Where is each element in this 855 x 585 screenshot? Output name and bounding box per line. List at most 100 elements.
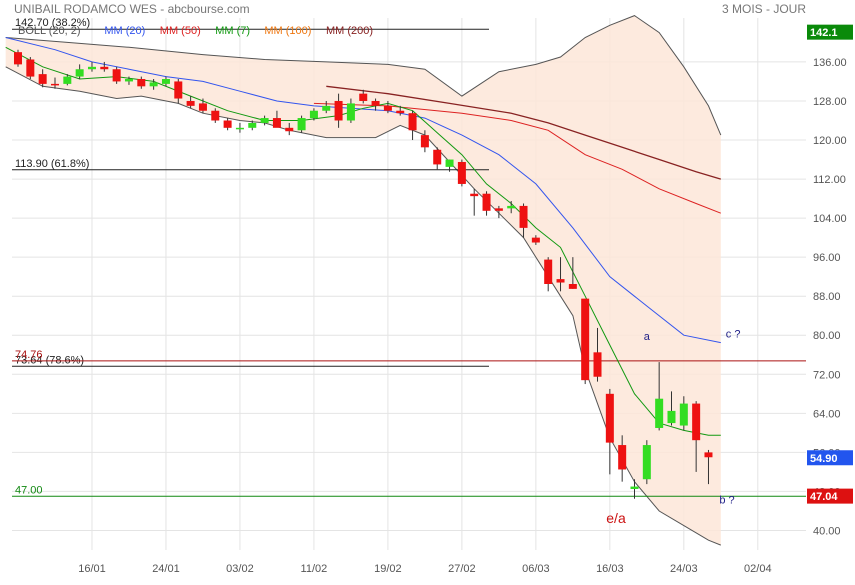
candle-body (359, 93, 368, 101)
candle (396, 105, 405, 116)
candle (248, 120, 257, 131)
candle-body (75, 69, 84, 77)
candle-body (507, 205, 516, 209)
candle-body (124, 79, 133, 82)
candle-body (100, 66, 109, 70)
candle-body (223, 120, 232, 128)
candle-body (396, 110, 405, 114)
candle-body (655, 398, 664, 428)
candle-body (137, 79, 146, 87)
candle-body (593, 352, 602, 377)
candle (556, 257, 565, 292)
candle-body (568, 284, 577, 289)
candle-body (445, 159, 454, 167)
candle (704, 449, 713, 485)
candle (260, 115, 269, 126)
reference-line-label: 142.70 (38.2%) (15, 17, 90, 29)
price-badge-label: 142.1 (810, 27, 838, 39)
candle (470, 188, 479, 216)
y-tick-label: 112.00 (813, 174, 846, 186)
mm200-line (326, 85, 721, 180)
candle (50, 77, 59, 89)
candle (655, 362, 664, 431)
x-tick-label: 11/02 (301, 563, 328, 575)
legend-entry: BOLL (20, 2) (18, 25, 81, 37)
y-tick-label: 88.00 (813, 291, 841, 303)
bollinger-fill (5, 15, 721, 546)
candle-body (605, 393, 614, 443)
candle-body (334, 100, 343, 121)
y-tick-label: 104.00 (813, 213, 847, 225)
x-tick-label: 24/03 (670, 563, 698, 575)
candle (618, 435, 627, 482)
candle-body (470, 193, 479, 197)
candle (63, 74, 72, 86)
x-tick-label: 03/02 (226, 563, 254, 575)
candles-layer (14, 49, 713, 499)
candle (235, 122, 244, 133)
period-label: 3 MOIS - JOUR (722, 2, 806, 16)
legend-entry: MM (20) (104, 25, 145, 37)
candle-body (322, 105, 331, 111)
candle (568, 257, 577, 289)
candle (593, 327, 602, 382)
candle (149, 79, 158, 90)
candle (137, 76, 146, 89)
legend-entry: MM (7) (215, 25, 250, 37)
candle (507, 201, 516, 214)
axis-layer: 40.0048.0056.0064.0072.0080.0088.0096.00… (78, 57, 846, 575)
candle (26, 57, 35, 80)
candle (198, 98, 207, 114)
price-badge-label: 54.90 (810, 453, 838, 465)
candle (161, 76, 170, 87)
mm20-line (5, 37, 721, 344)
candle (272, 110, 281, 128)
price-badge (807, 24, 853, 40)
y-tick-label: 120.00 (813, 135, 847, 147)
x-tick-label: 24/01 (152, 563, 180, 575)
candle-body (174, 81, 183, 99)
price-badge (807, 450, 853, 466)
price-badge-label: 47.04 (810, 491, 838, 503)
reference-line-label: 47.00 (15, 484, 43, 496)
candle-body (87, 66, 96, 70)
candle (38, 69, 47, 88)
y-tick-label: 64.00 (813, 408, 841, 420)
candle (124, 76, 133, 85)
candle-body (260, 118, 269, 123)
y-tick-label: 80.00 (813, 330, 841, 342)
candle-body (457, 161, 466, 184)
x-tick-label: 02/04 (744, 563, 772, 575)
candle (87, 61, 96, 72)
candle-body (26, 59, 35, 77)
candle (223, 118, 232, 131)
reference-line-label: 74.76 (15, 349, 43, 361)
candle-body (383, 105, 392, 111)
candle-body (420, 135, 429, 148)
x-tick-label: 16/03 (596, 563, 624, 575)
candle (334, 93, 343, 128)
candle (309, 108, 318, 121)
candle-body (50, 83, 59, 86)
x-tick-label: 27/02 (448, 563, 476, 575)
candle-body (309, 110, 318, 119)
candle-body (235, 127, 244, 130)
horizontal-lines-layer: 142.70 (38.2%) 113.90 (61.8%) 73.64 (78.6%… (12, 17, 806, 497)
y-tick-label: 72.00 (813, 369, 841, 381)
candle (100, 61, 109, 72)
candle (420, 130, 429, 153)
candle (408, 110, 417, 141)
reference-line-label: 73.64 (78.6%) (15, 354, 84, 366)
candle (642, 440, 651, 485)
candle-body (149, 82, 158, 87)
candle-body (112, 69, 121, 82)
candle (211, 108, 220, 123)
candle (519, 203, 528, 238)
header-layer: UNIBAIL RODAMCO WES - abcbourse.com 3 MO… (14, 2, 806, 16)
candle-body (371, 100, 380, 106)
candle-body (272, 118, 281, 128)
candle-body (630, 486, 639, 489)
candle (667, 391, 676, 426)
